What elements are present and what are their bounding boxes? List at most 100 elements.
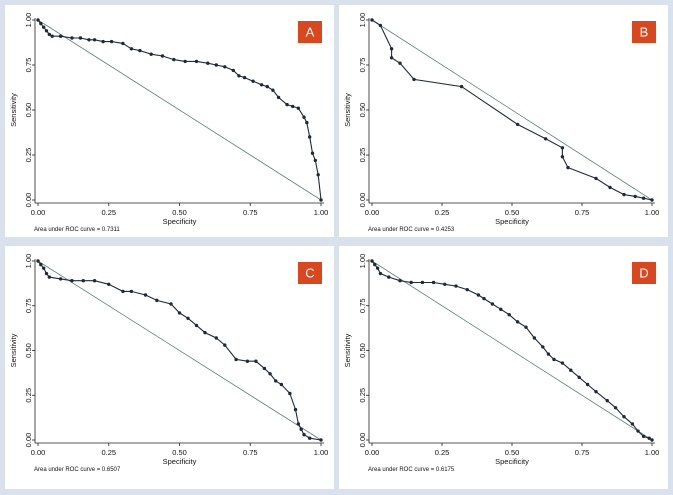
roc-point xyxy=(313,158,318,163)
roc-point xyxy=(138,48,142,53)
roc-point xyxy=(560,155,565,159)
roc-point xyxy=(214,63,218,67)
x-tick-label: 0.50 xyxy=(172,208,187,217)
roc-point xyxy=(129,289,134,294)
x-axis-title: Specificity xyxy=(163,217,197,226)
panel-d: 0.00 0.25 0.50 0.75 1.00 0.00 0.25 0.50 0.75 1.00… xyxy=(339,246,668,489)
panel-label-badge xyxy=(298,262,322,284)
y-tick-label: 1.00 xyxy=(24,254,33,269)
roc-point xyxy=(177,311,182,315)
panel-background xyxy=(339,5,668,237)
roc-point xyxy=(650,438,654,442)
roc-point xyxy=(47,32,52,37)
roc-point xyxy=(454,284,458,288)
panel-label-text: A xyxy=(306,24,315,39)
roc-point xyxy=(288,391,292,396)
roc-point xyxy=(507,313,511,317)
roc-point xyxy=(378,23,383,28)
roc-point xyxy=(39,21,43,26)
roc-point xyxy=(373,262,377,267)
roc-point xyxy=(143,293,148,297)
panel-background xyxy=(339,246,668,489)
y-tick-label: 0.50 xyxy=(24,343,33,358)
auc-note: Area under ROC curve = 0.7311 xyxy=(34,227,120,233)
roc-point xyxy=(36,18,40,22)
y-tick-label: 0.75 xyxy=(24,298,33,313)
x-tick-label: 1.00 xyxy=(314,448,329,457)
roc-point xyxy=(375,266,380,270)
y-axis-title: Sensitivity xyxy=(9,333,18,367)
roc-point xyxy=(378,271,383,276)
roc-point xyxy=(546,352,551,356)
roc-point xyxy=(532,336,537,340)
y-tick-label: 1.00 xyxy=(358,13,367,28)
roc-point xyxy=(78,36,83,40)
roc-point xyxy=(268,372,272,376)
roc-point xyxy=(245,359,250,363)
roc-point xyxy=(121,41,125,46)
x-tick-label: 0.25 xyxy=(101,208,116,217)
roc-point xyxy=(387,275,391,279)
roc-point xyxy=(271,88,275,92)
roc-point xyxy=(129,47,134,51)
roc-point xyxy=(155,298,159,303)
roc-point xyxy=(223,65,227,69)
roc-point xyxy=(41,266,46,270)
x-tick-label: 0.50 xyxy=(505,208,520,217)
roc-point xyxy=(398,278,402,283)
y-tick-label: 0.50 xyxy=(24,103,33,118)
x-axis-title: Specificity xyxy=(163,457,197,466)
x-tick-label: 0.00 xyxy=(31,448,46,457)
y-tick-label: 0.00 xyxy=(358,193,367,208)
roc-point xyxy=(608,185,612,190)
x-axis-title: Specificity xyxy=(495,457,529,466)
roc-point xyxy=(87,38,91,42)
y-tick-label: 0.00 xyxy=(24,193,33,208)
roc-point xyxy=(259,83,264,87)
roc-point xyxy=(641,434,646,439)
panel-label-badge xyxy=(632,262,656,284)
roc-point xyxy=(149,52,153,56)
roc-point xyxy=(223,343,227,347)
roc-point xyxy=(319,198,323,202)
y-tick-label: 0.00 xyxy=(358,433,367,448)
y-tick-label: 0.75 xyxy=(24,58,33,73)
roc-point xyxy=(398,61,402,65)
roc-point xyxy=(206,61,210,65)
roc-point xyxy=(650,198,654,202)
reference-diagonal xyxy=(371,260,653,441)
roc-point xyxy=(641,196,646,200)
roc-point xyxy=(92,38,97,42)
roc-point xyxy=(160,54,165,58)
auc-note: Area under ROC curve = 0.6507 xyxy=(34,467,121,473)
roc-point xyxy=(299,427,303,431)
roc-point xyxy=(524,325,528,329)
roc-point xyxy=(70,278,74,283)
roc-point xyxy=(647,436,651,440)
roc-point xyxy=(305,120,309,125)
roc-point xyxy=(543,137,548,141)
roc-point xyxy=(121,289,125,294)
roc-point xyxy=(276,95,281,100)
roc-point xyxy=(566,165,570,170)
x-tick-label: 0.50 xyxy=(172,448,187,457)
y-tick-label: 0.75 xyxy=(358,58,367,73)
x-tick-label: 1.00 xyxy=(645,208,660,217)
roc-point xyxy=(70,36,74,40)
y-tick-label: 0.00 xyxy=(24,433,33,448)
roc-point xyxy=(389,47,394,51)
roc-point xyxy=(412,77,416,82)
roc-point xyxy=(302,115,306,119)
x-tick-label: 0.25 xyxy=(435,448,450,457)
x-tick-label: 0.50 xyxy=(505,448,520,457)
roc-point xyxy=(594,389,598,394)
reference-diagonal xyxy=(37,19,322,201)
y-axis-title: Sensitivity xyxy=(343,93,352,127)
y-tick-label: 0.50 xyxy=(358,103,367,118)
roc-point xyxy=(44,29,49,33)
roc-point xyxy=(194,59,199,64)
y-tick-label: 0.25 xyxy=(24,388,33,403)
x-tick-label: 0.00 xyxy=(365,448,380,457)
roc-point xyxy=(81,278,85,283)
roc-point xyxy=(194,323,199,328)
